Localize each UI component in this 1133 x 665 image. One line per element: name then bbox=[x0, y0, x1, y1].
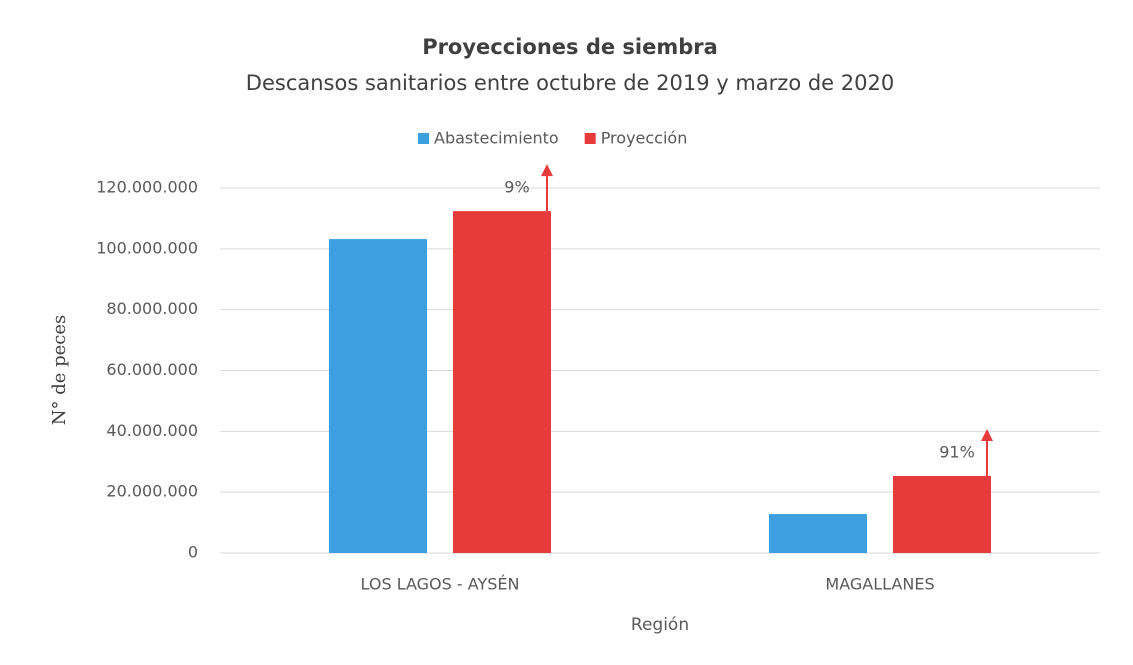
y-tick-label: 20.000.000 bbox=[106, 482, 198, 501]
x-axis-title: Región bbox=[631, 615, 689, 635]
y-tick-label: 0 bbox=[188, 543, 198, 562]
bar bbox=[769, 514, 867, 553]
chart-title: Proyecciones de siembra bbox=[422, 35, 718, 59]
annotation: 91% bbox=[939, 443, 975, 462]
y-tick-label: 40.000.000 bbox=[106, 421, 198, 440]
y-tick-label: 120.000.000 bbox=[96, 178, 198, 197]
y-tick-label: 100.000.000 bbox=[96, 238, 198, 257]
y-tick-label: 80.000.000 bbox=[106, 299, 198, 318]
legend-label: Abastecimiento bbox=[434, 129, 559, 148]
legend-swatch bbox=[418, 133, 429, 144]
annotation: 9% bbox=[504, 178, 529, 197]
annotation-arrowhead bbox=[981, 429, 993, 442]
y-axis-title: N° de peces bbox=[49, 315, 70, 426]
legend-label: Proyección bbox=[601, 129, 688, 148]
legend-swatch bbox=[584, 133, 596, 144]
chart-subtitle: Descansos sanitarios entre octubre de 20… bbox=[246, 71, 894, 95]
bar bbox=[329, 239, 427, 553]
x-tick-label: LOS LAGOS - AYSÉN bbox=[361, 575, 520, 594]
bar bbox=[893, 476, 991, 553]
annotation-arrowhead bbox=[541, 164, 553, 177]
x-tick-label: MAGALLANES bbox=[825, 575, 934, 594]
bar bbox=[453, 211, 551, 553]
y-tick-label: 60.000.000 bbox=[106, 360, 198, 379]
